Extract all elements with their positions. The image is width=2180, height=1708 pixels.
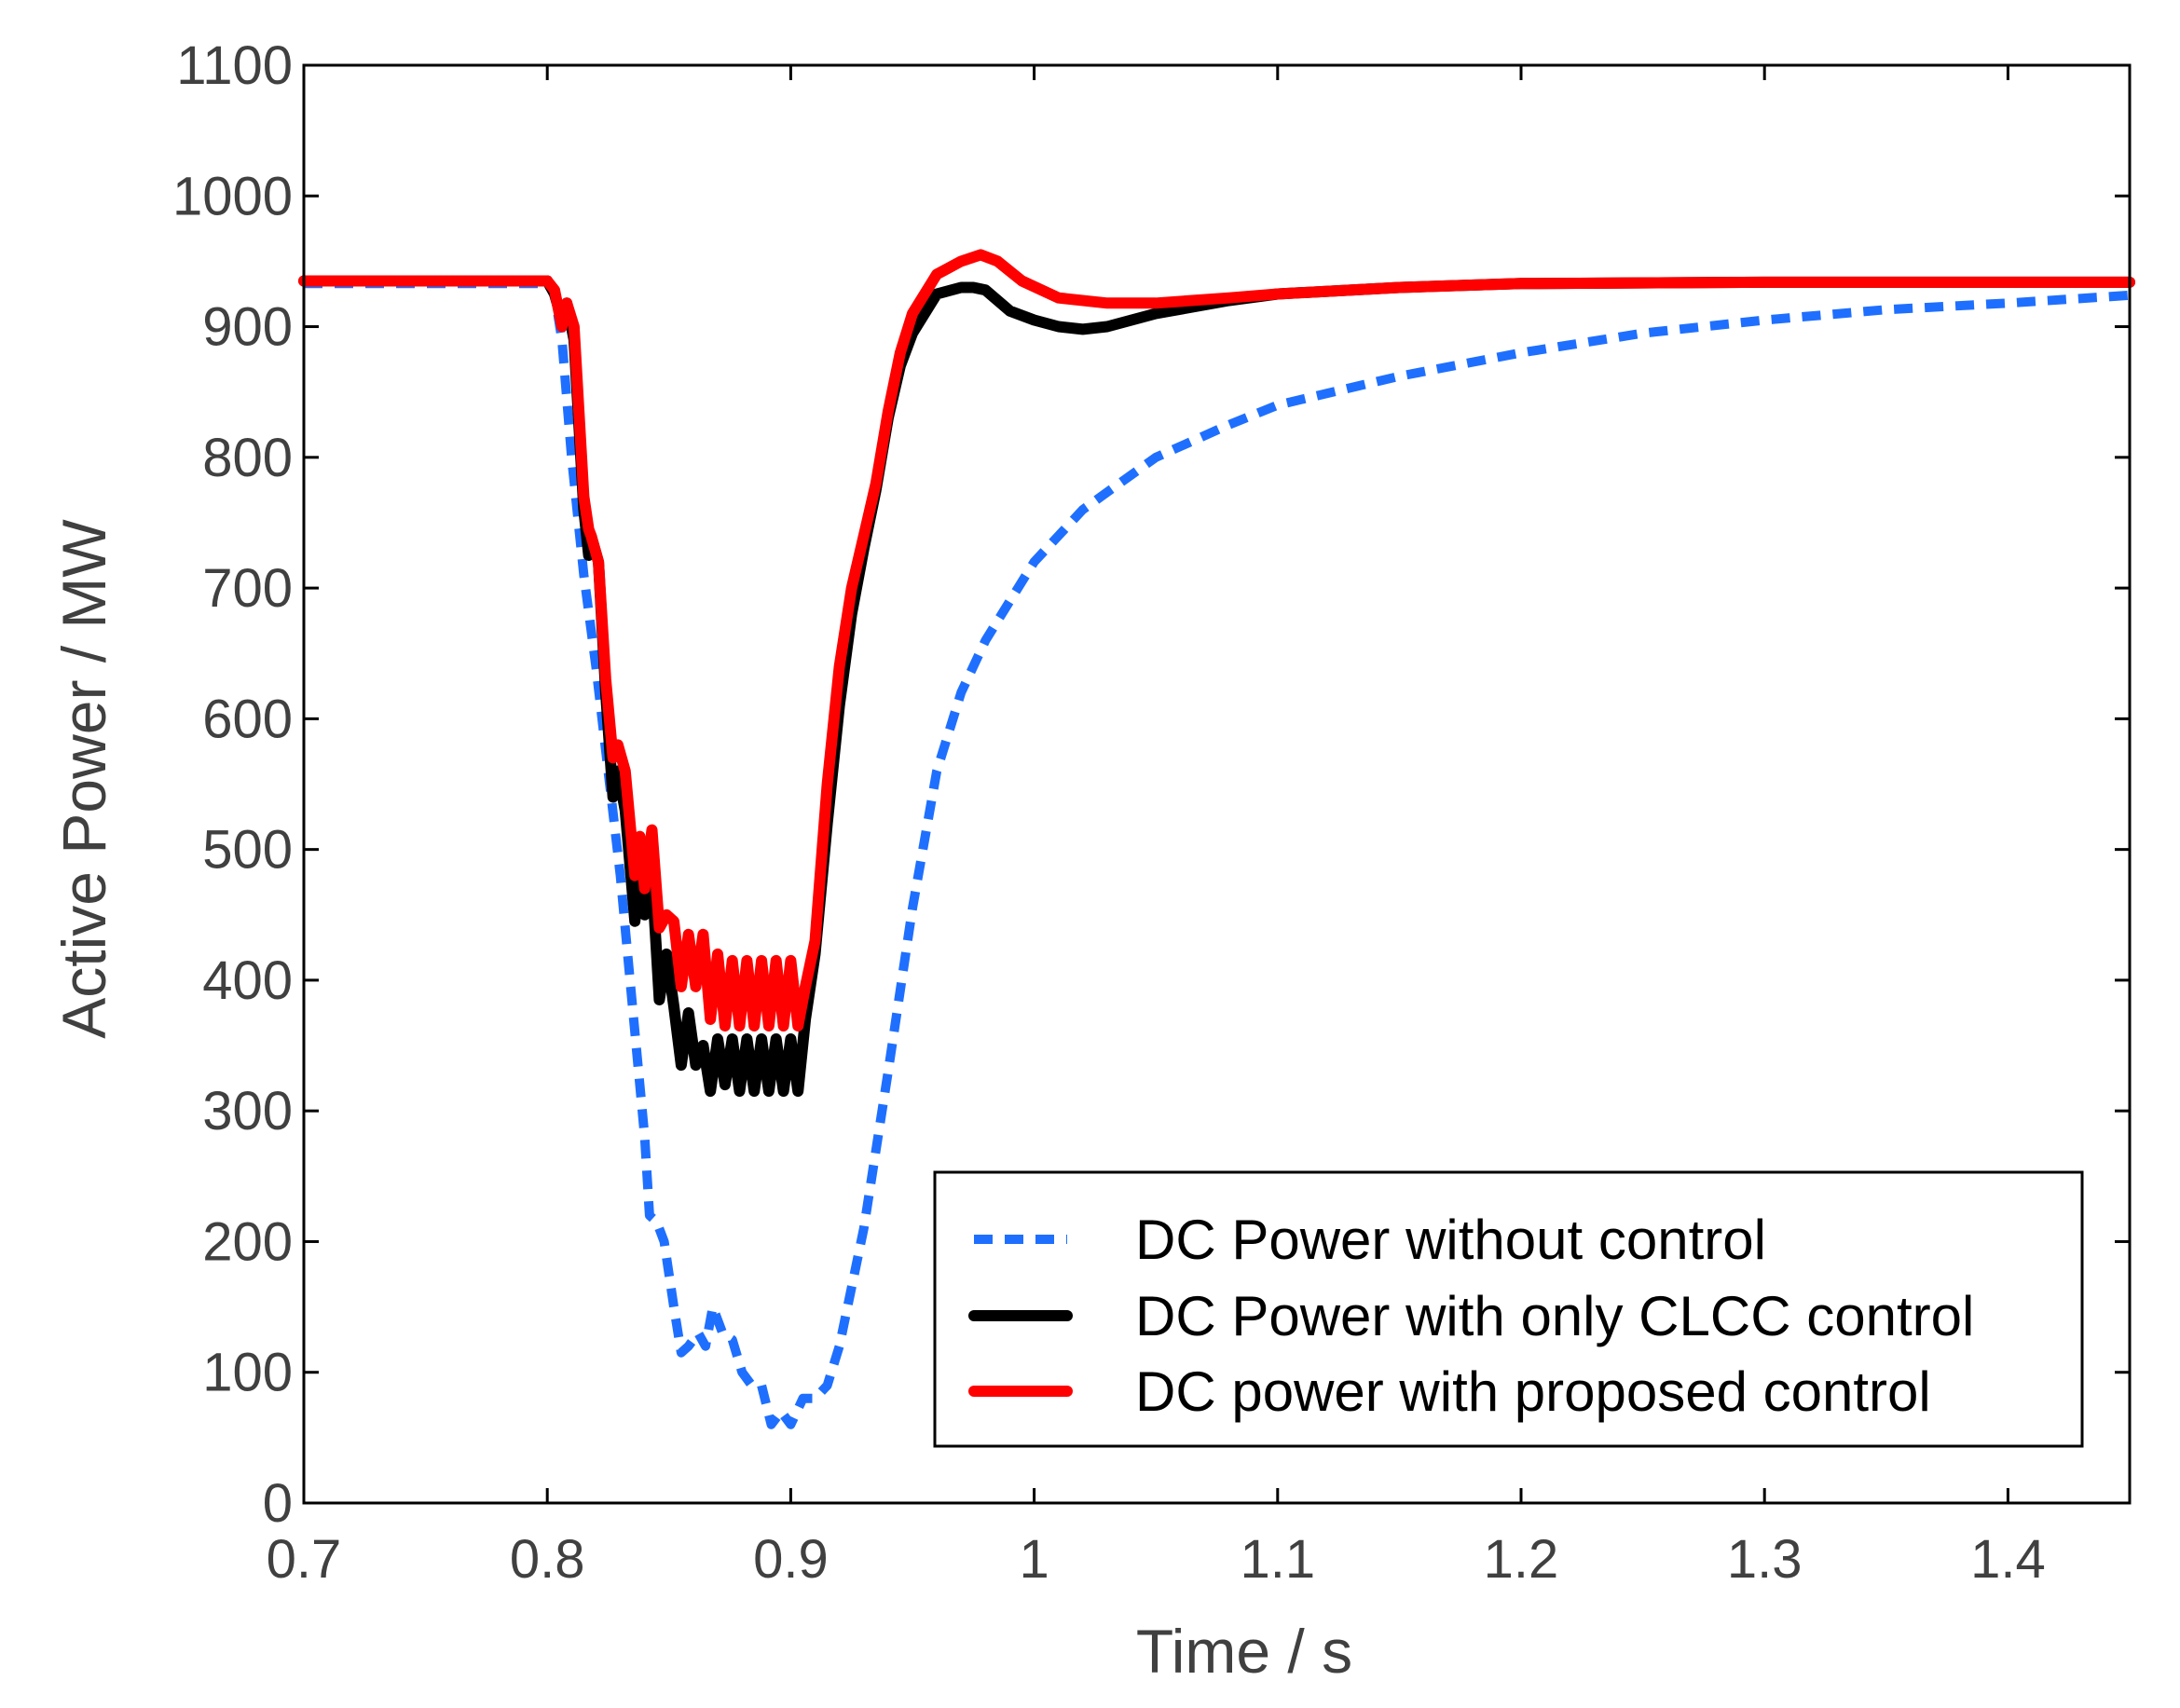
tick-layer: 0.7 0.8 0.9 1 1.1 1.2 1.3 1.4 0 100 200 300 400 500 60…	[172, 35, 2130, 1590]
x-tick-label: 0.7	[267, 1529, 342, 1590]
y-tick-label: 500	[202, 820, 293, 881]
y-tick-label: 300	[202, 1081, 293, 1141]
x-tick-label: 0.8	[510, 1529, 585, 1590]
y-tick-label: 0	[263, 1473, 293, 1534]
plot-frame	[302, 63, 2132, 1505]
y-tick-label: 400	[202, 950, 293, 1011]
x-tick-label: 1.4	[1970, 1529, 2046, 1590]
y-tick-label: 800	[202, 428, 293, 488]
y-tick-label: 700	[202, 558, 293, 619]
y-tick-label: 100	[202, 1343, 293, 1403]
x-tick-label: 1.3	[1727, 1529, 1803, 1590]
y-tick-label: 1000	[172, 166, 293, 226]
x-tick-label: 0.9	[753, 1529, 829, 1590]
series-line-1	[304, 279, 2131, 1429]
y-tick-label: 600	[202, 689, 293, 749]
series-line-3	[298, 249, 2135, 1032]
legend-box	[933, 1170, 2084, 1448]
legend-label-2: DC Power with only CLCC control	[1135, 1285, 1974, 1347]
x-tick-label: 1.1	[1240, 1529, 1315, 1590]
x-tick-label: 1.2	[1484, 1529, 1559, 1590]
series-layer	[298, 249, 2135, 1429]
y-axis-label: Active Power / MW	[49, 519, 118, 1039]
x-tick-label: 1	[1019, 1529, 1049, 1590]
y-tick-label: 900	[202, 297, 293, 358]
legend-label-1: DC Power without control	[1135, 1209, 1766, 1271]
y-tick-label: 200	[202, 1211, 293, 1272]
y-tick-label: 1100	[176, 35, 293, 96]
x-axis-label: Time / s	[1136, 1617, 1352, 1686]
legend: DC Power without control DC Power with on…	[933, 1170, 2084, 1448]
legend-label-3: DC power with proposed control	[1135, 1360, 1931, 1423]
